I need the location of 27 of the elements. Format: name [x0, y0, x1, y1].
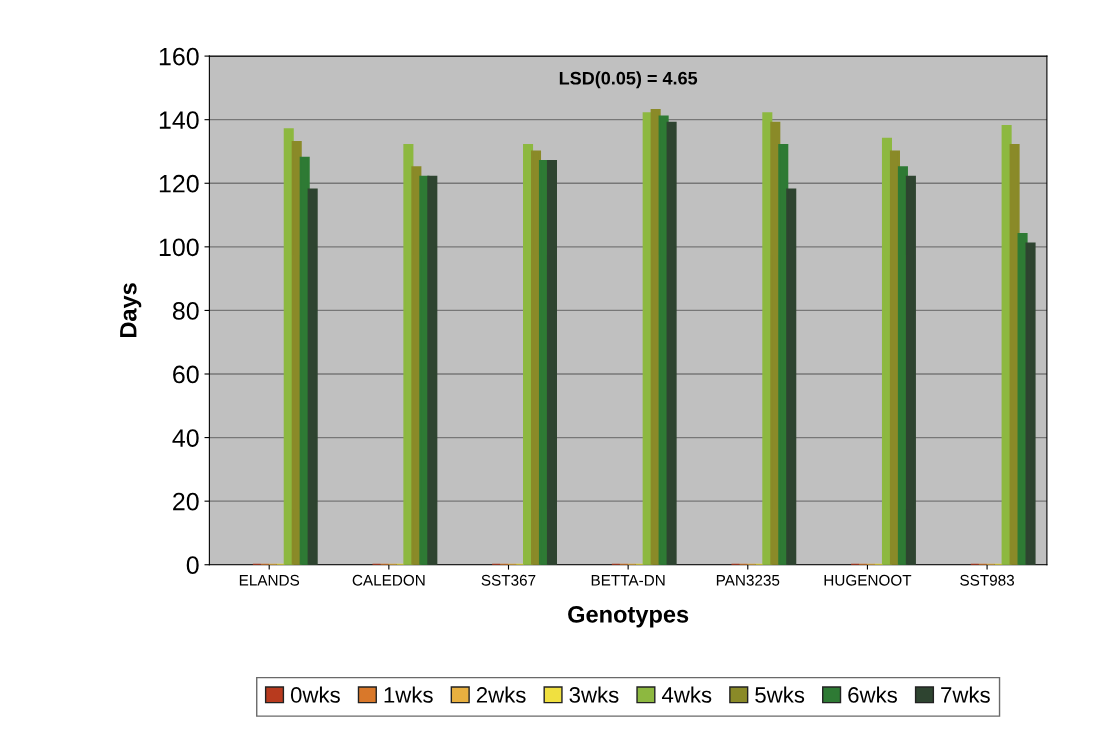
y-tick-label: 80	[172, 302, 199, 320]
legend-label: 1wks	[384, 686, 433, 703]
legend-label: 7wks	[941, 686, 990, 703]
x-tick-label: SST367	[481, 574, 536, 586]
y-axis-title: Days	[120, 283, 142, 338]
legend-label: 0wks	[290, 686, 340, 703]
legend-label: 4wks	[661, 686, 712, 703]
legend-label: 5wks	[755, 686, 805, 703]
y-tick-label: 140	[159, 111, 199, 129]
x-tick-label: CALEDON	[352, 574, 425, 586]
x-tick-label: HUGENOOT	[824, 574, 912, 586]
x-tick-label: BETTA-DN	[591, 575, 665, 586]
legend-label: 6wks	[848, 686, 897, 703]
y-tick-label: 60	[173, 365, 199, 384]
y-tick-label: 120	[159, 174, 199, 193]
x-tick-label: ELANDS	[239, 574, 300, 586]
legend-label: 3wks	[569, 686, 619, 703]
y-tick-label: 20	[173, 492, 199, 511]
y-tick-label: 160	[159, 47, 199, 66]
y-tick-label: 40	[172, 429, 199, 447]
y-tick-label: 100	[159, 238, 199, 257]
x-tick-label: PAN3235	[716, 574, 780, 586]
x-axis-title: Genotypes	[568, 605, 689, 628]
y-tick-label: 0	[186, 556, 199, 575]
x-tick-label: SST983	[960, 574, 1015, 586]
legend-label: 2wks	[476, 686, 526, 703]
annotation: LSD(0.05) = 4.65	[559, 71, 698, 89]
